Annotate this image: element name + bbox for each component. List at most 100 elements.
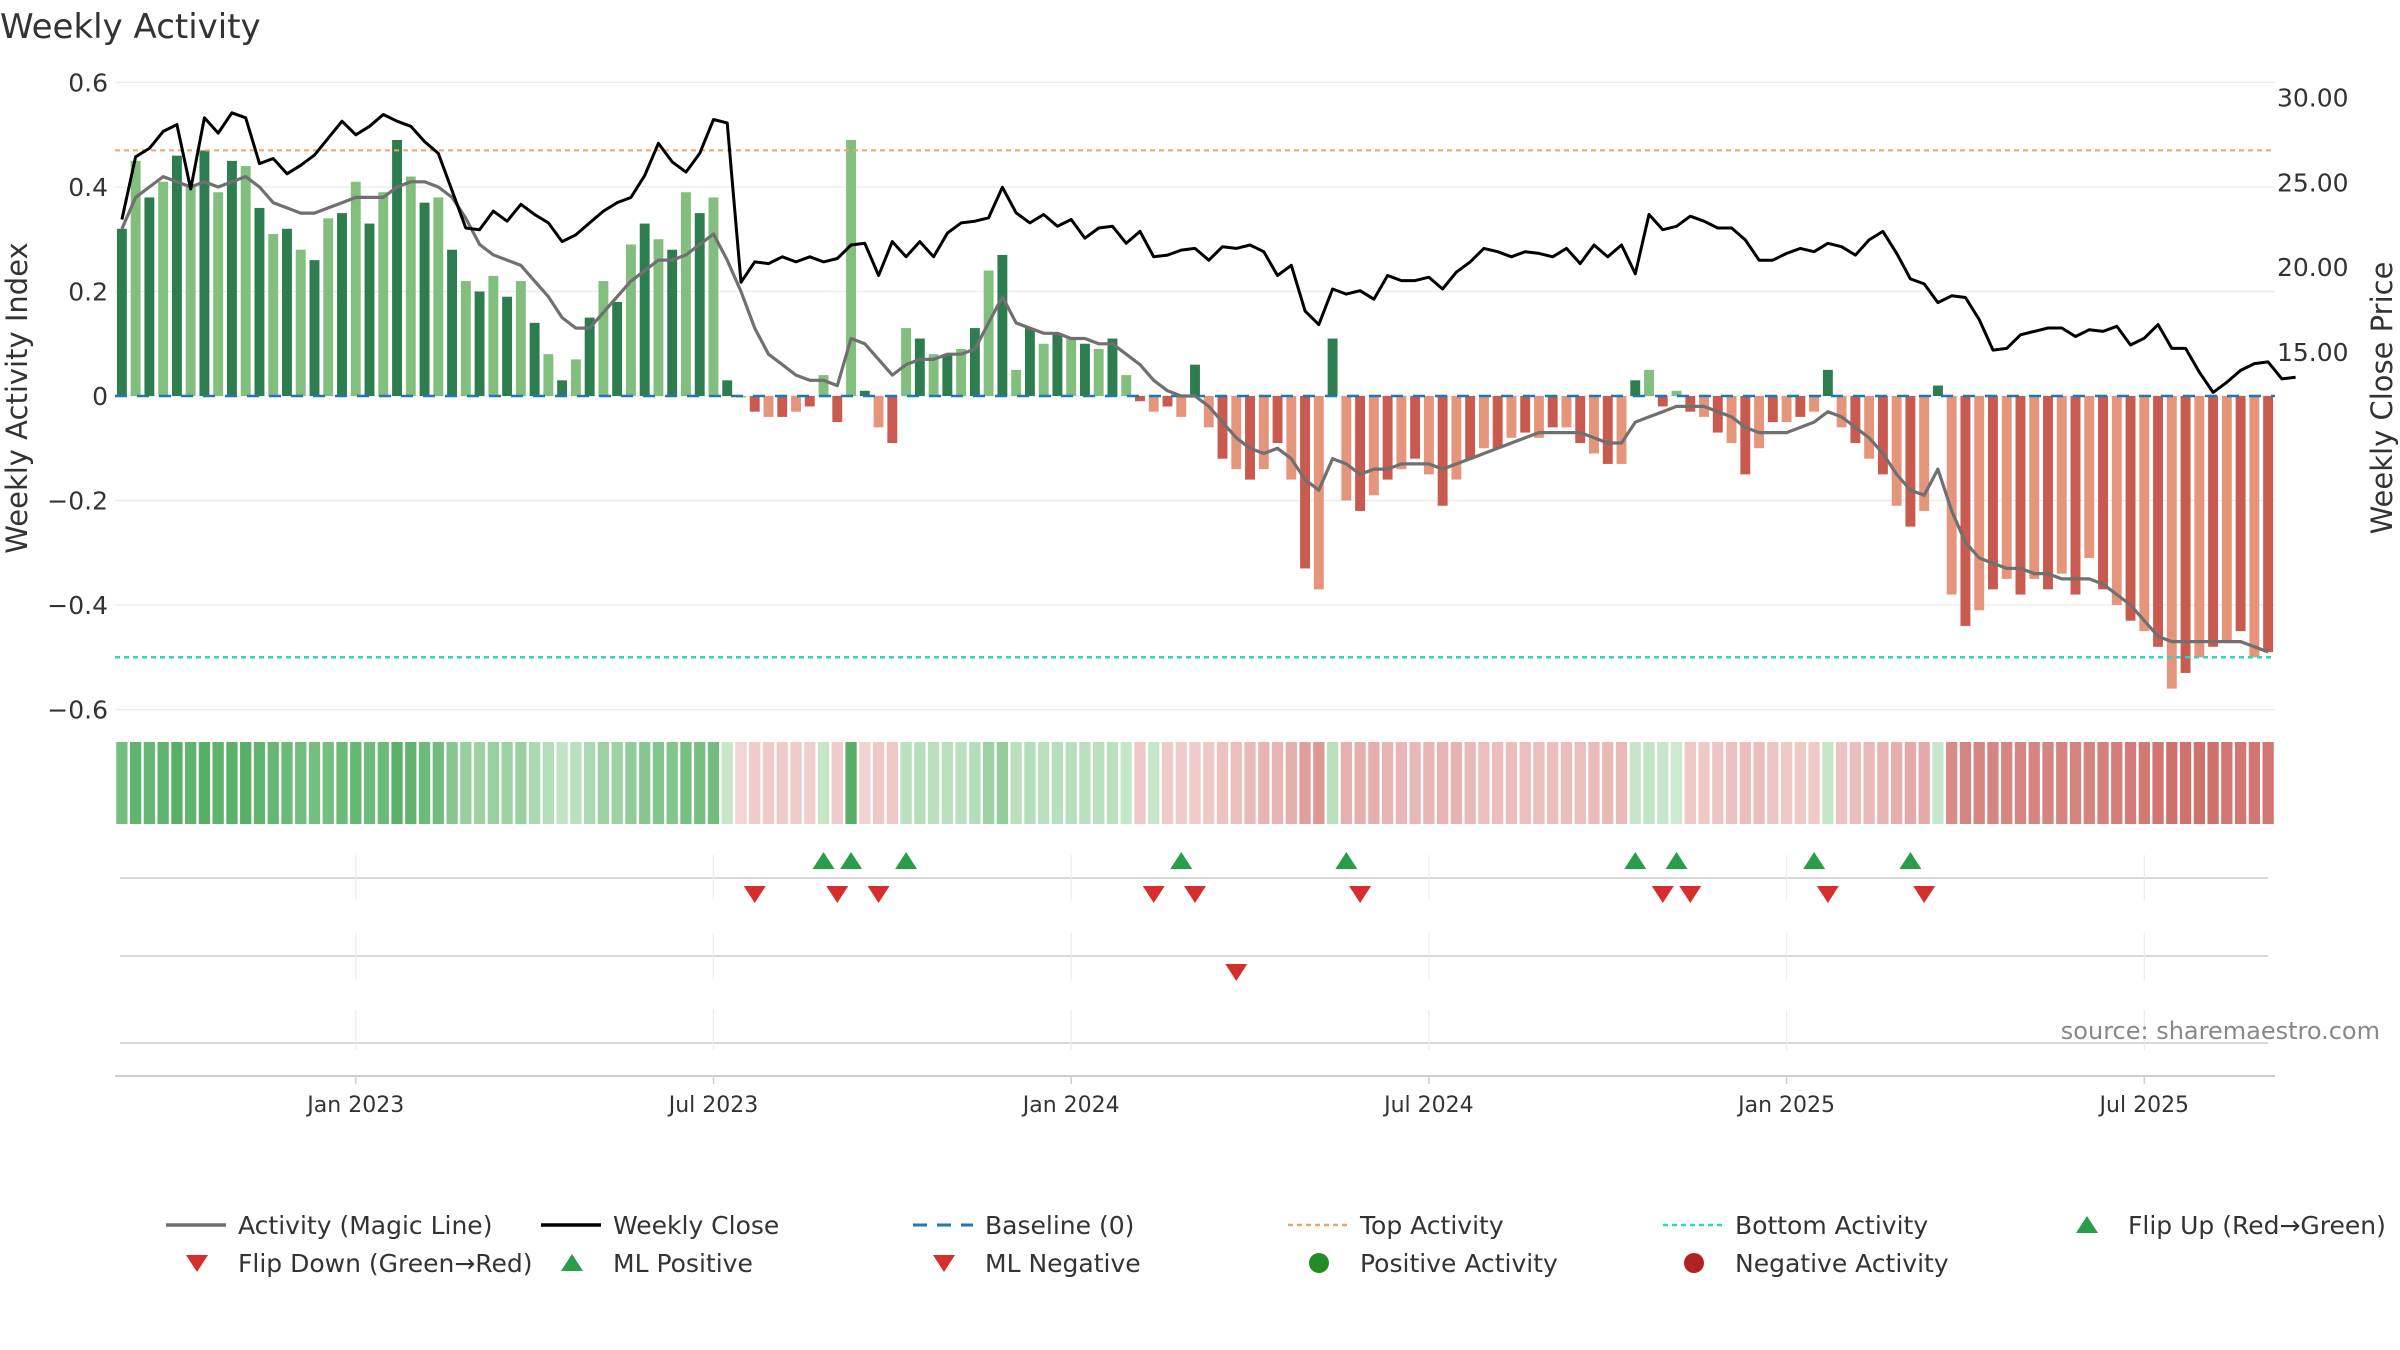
color-strip-cell <box>1588 742 1600 824</box>
color-strip-cell <box>1560 742 1573 824</box>
x-axis-ticks: Jan 2023 Jul 2023 Jan 2024 Jul 2024 Jan 2025… <box>305 1076 2189 1118</box>
activity-bar <box>804 396 815 407</box>
color-strip-cell <box>308 742 321 824</box>
color-strip-cell <box>1271 742 1284 824</box>
color-strip-cell <box>1437 742 1449 824</box>
activity-bar <box>612 301 623 396</box>
activity-bar <box>1561 396 1572 428</box>
activity-bar <box>282 228 292 396</box>
color-strip-cell <box>556 742 568 824</box>
color-strip-cell <box>253 742 266 824</box>
color-strip-cell <box>1106 742 1119 824</box>
activity-bar <box>130 160 141 396</box>
activity-bar <box>1506 396 1517 438</box>
color-strip-cell <box>1946 742 1958 824</box>
activity-bar <box>144 197 155 396</box>
flip-up-marker <box>1665 852 1688 869</box>
color-strip-cell <box>886 742 898 824</box>
color-strip-cell <box>1767 742 1779 824</box>
color-strip-cell <box>1244 742 1256 824</box>
color-strip-cell <box>336 742 348 824</box>
color-strip-cell <box>1505 742 1518 824</box>
color-strip-cell <box>749 742 761 824</box>
legend-item: Activity (Magic Line) <box>166 1211 492 1240</box>
activity-bar <box>1079 343 1090 396</box>
activity-bar <box>1066 338 1077 396</box>
legend-item: Flip Up (Red→Green) <box>2076 1211 2386 1240</box>
activity-bar <box>1657 396 1668 407</box>
activity-bar <box>1107 338 1118 396</box>
color-strip-cell <box>1175 742 1187 824</box>
activity-bar <box>502 296 513 396</box>
ml-negative-marker <box>1225 964 1248 981</box>
color-strip-cell <box>2042 742 2054 824</box>
color-strip-cell <box>817 742 830 824</box>
color-strip-cell <box>2138 742 2150 824</box>
activity-bar <box>901 328 912 396</box>
color-strip-cell <box>1450 742 1463 824</box>
activity-bar <box>846 139 857 396</box>
color-strip-cell <box>1973 742 1985 824</box>
y-axis-left-label: Weekly Activity Index <box>0 242 34 553</box>
y-left-tick-label: 0.2 <box>68 278 108 307</box>
color-strip-cell <box>584 742 596 824</box>
activity-bar <box>969 328 980 396</box>
x-tick-label: Jan 2023 <box>305 1093 404 1118</box>
activity-bar <box>1932 385 1943 396</box>
activity-bar <box>1891 396 1902 506</box>
activity-bar <box>515 281 526 396</box>
color-strip-cell <box>1354 742 1366 824</box>
color-strip-cell <box>1285 742 1297 824</box>
activity-bar <box>1919 396 1930 511</box>
activity-bar <box>1313 396 1324 590</box>
activity-bar <box>350 181 361 396</box>
activity-bar <box>1533 396 1544 438</box>
activity-bar <box>1011 369 1022 396</box>
activity-bar <box>928 354 939 396</box>
color-strip-cell <box>941 742 953 824</box>
activity-bar <box>226 160 237 396</box>
color-strip-cell <box>1629 742 1641 824</box>
legend-label: Bottom Activity <box>1735 1211 1928 1240</box>
activity-bar <box>557 380 568 396</box>
activity-bar <box>1478 396 1489 449</box>
activity-bar <box>832 396 843 423</box>
legend-label: ML Negative <box>985 1249 1141 1278</box>
color-strip-cell <box>2069 742 2082 824</box>
activity-bar <box>914 338 925 396</box>
color-strip-cell <box>1932 742 1944 824</box>
activity-bar <box>1121 375 1132 396</box>
color-strip-cell <box>1698 742 1710 824</box>
activity-bar <box>2084 396 2095 558</box>
color-strip-cell <box>2028 742 2040 824</box>
color-strip-cell <box>1547 742 1559 824</box>
color-strip-cell <box>460 742 472 824</box>
color-strip-cell <box>1216 742 1229 824</box>
color-strip-cell <box>2152 742 2164 824</box>
color-strip-cell <box>1904 742 1917 824</box>
legend-label: Positive Activity <box>1360 1249 1558 1278</box>
color-strip-cell <box>1574 742 1586 824</box>
color-strip-cell <box>1423 742 1435 824</box>
color-strip-cell <box>528 742 541 824</box>
activity-bar <box>1492 396 1503 449</box>
activity-bar <box>460 281 471 396</box>
activity-bars <box>116 139 2274 689</box>
color-strip-cell <box>1381 742 1394 824</box>
activity-bar <box>1437 396 1448 506</box>
color-strip-cell <box>1877 742 1889 824</box>
color-strip-cell <box>1849 742 1862 824</box>
color-strip-cell <box>1065 742 1077 824</box>
activity-bar <box>584 317 595 396</box>
activity-bar <box>1602 396 1613 464</box>
flip-down-marker <box>1349 886 1372 903</box>
color-strip-cell <box>350 742 362 824</box>
legend-label: Flip Up (Red→Green) <box>2128 1211 2386 1240</box>
x-tick-label: Jul 2024 <box>1382 1093 1474 1118</box>
y-right-tick-label: 20.00 <box>2277 253 2349 282</box>
activity-bar <box>1451 396 1462 480</box>
activity-bar <box>777 396 788 417</box>
axes: 0.6 0.4 0.2 0 −0.2 −0.4 −0.6 30.00 25.00 20.00 15.… <box>47 69 2348 725</box>
color-strip-cell <box>1712 742 1724 824</box>
activity-bar <box>818 375 829 396</box>
